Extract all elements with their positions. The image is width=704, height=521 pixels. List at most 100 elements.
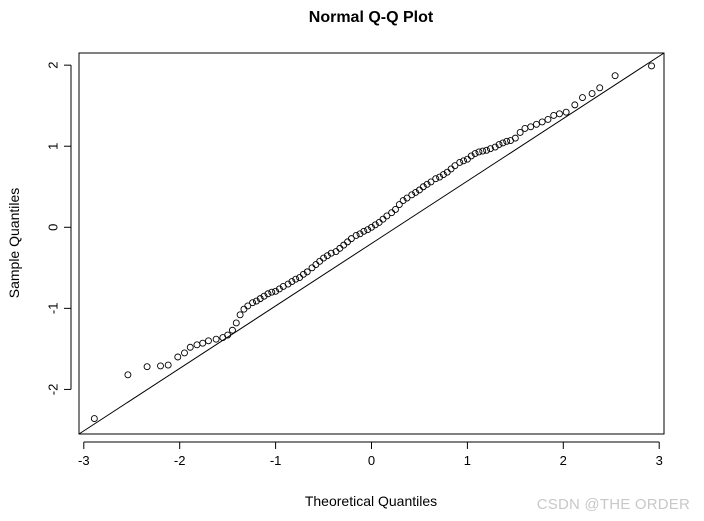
data-point (427, 178, 435, 186)
data-point (299, 270, 307, 278)
data-point (562, 108, 570, 116)
data-point (383, 212, 391, 220)
data-point (451, 162, 459, 170)
x-tick-label: -2 (174, 453, 186, 468)
data-point (556, 110, 563, 118)
data-point (475, 148, 483, 156)
data-point (199, 339, 207, 347)
data-point (164, 361, 172, 369)
data-point (327, 249, 335, 257)
plot-area (78, 52, 665, 435)
data-point (371, 221, 379, 229)
data-point (260, 292, 268, 300)
x-axis-label: Theoretical Quantiles (305, 493, 437, 509)
data-point (356, 230, 364, 238)
data-point (181, 349, 188, 357)
data-point (499, 139, 507, 147)
chart-title: Normal Q-Q Plot (309, 9, 434, 26)
data-point (392, 206, 399, 213)
data-point (527, 123, 535, 131)
y-tick-label: 2 (46, 62, 61, 69)
data-point (471, 150, 479, 157)
data-point (579, 94, 586, 102)
data-point (399, 197, 407, 204)
data-point (186, 343, 194, 351)
data-point (486, 145, 494, 153)
data-point (460, 157, 468, 165)
data-point (588, 90, 596, 97)
data-point (292, 275, 300, 283)
data-point (412, 188, 420, 196)
data-point (533, 120, 540, 128)
data-point (157, 362, 164, 370)
data-point (232, 319, 240, 327)
data-point (347, 235, 355, 243)
data-point (611, 72, 619, 80)
data-point (491, 143, 499, 151)
data-point (648, 62, 655, 70)
y-axis-label: Sample Quantiles (6, 188, 22, 299)
data-point (479, 147, 487, 155)
data-point (432, 175, 440, 183)
data-point (284, 280, 292, 288)
data-point (360, 227, 368, 235)
data-point (571, 101, 579, 109)
data-point (408, 191, 416, 199)
data-point (124, 371, 132, 379)
y-tick-label: -2 (46, 384, 61, 396)
data-point (596, 84, 604, 92)
data-point (511, 134, 519, 142)
data-point (268, 288, 276, 296)
x-tick-label: 3 (656, 453, 663, 468)
data-point (256, 295, 264, 303)
data-point (503, 137, 511, 145)
data-point (205, 337, 212, 345)
data-point (249, 299, 257, 307)
data-point (544, 116, 552, 123)
data-point (90, 415, 98, 423)
data-point (228, 326, 236, 334)
data-point (483, 146, 491, 154)
data-point (174, 353, 182, 361)
data-point (395, 201, 403, 209)
data-point (423, 180, 431, 188)
data-point (436, 173, 444, 181)
data-point (419, 183, 427, 191)
data-point (252, 297, 260, 305)
plot-border (78, 52, 665, 435)
x-tick-label: 0 (368, 453, 375, 468)
data-point (467, 152, 475, 160)
y-tick-label: 0 (46, 224, 61, 231)
data-points (90, 62, 655, 423)
y-axis: -2 -1 0 1 2 (46, 62, 72, 396)
y-tick-label: 1 (46, 143, 61, 150)
x-tick-label: -3 (78, 453, 90, 468)
data-point (368, 223, 375, 231)
data-point (495, 141, 503, 149)
data-point (264, 290, 272, 298)
data-point (516, 128, 524, 136)
x-axis: -3 -2 -1 0 1 2 3 (78, 441, 663, 468)
data-point (303, 268, 311, 276)
watermark: CSDN @THE ORDER (536, 496, 690, 513)
data-point (403, 194, 411, 202)
x-tick-label: 2 (560, 453, 567, 468)
data-point (212, 335, 220, 343)
data-point (323, 252, 331, 260)
data-point (236, 311, 244, 319)
data-point (352, 231, 360, 239)
data-point (538, 118, 546, 126)
data-point (439, 171, 447, 179)
y-tick-label: -1 (46, 303, 61, 315)
data-point (320, 254, 327, 262)
reference-line (78, 52, 665, 435)
data-point (288, 278, 296, 286)
data-point (272, 287, 280, 295)
data-point (143, 363, 151, 371)
data-point (364, 226, 372, 234)
data-point (244, 302, 252, 310)
data-point (224, 331, 232, 339)
x-tick-label: 1 (464, 453, 471, 468)
data-point (275, 285, 283, 293)
